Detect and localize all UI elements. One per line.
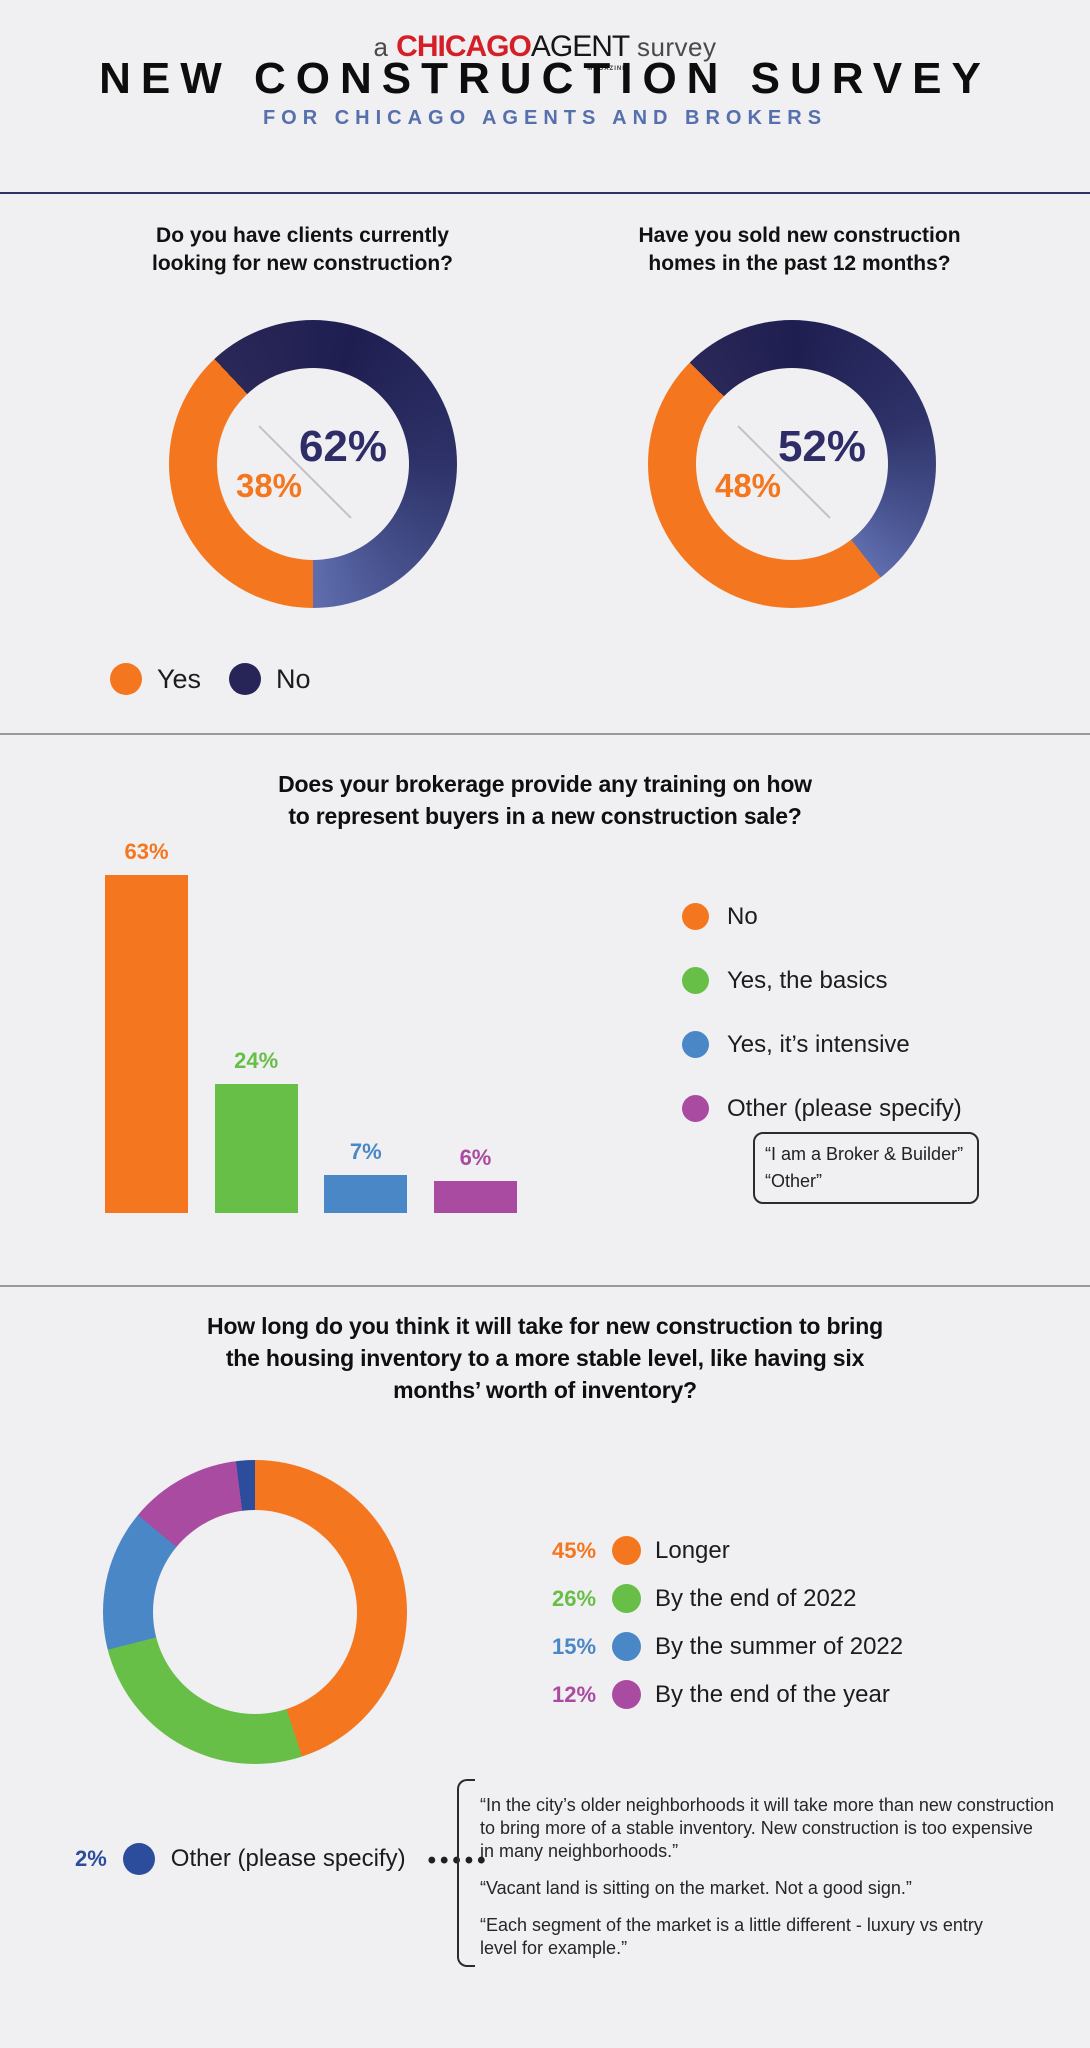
legend-pct: 45% — [552, 1537, 597, 1563]
legend-label: By the summer of 2022 — [655, 1632, 904, 1660]
legend-item-no: No — [229, 663, 311, 695]
no-legend-label: No — [276, 663, 311, 694]
basics-legend-dot — [682, 967, 709, 994]
no-legend-dot — [682, 903, 709, 930]
other-responses-box: “I am a Broker & Builder” “Other” — [753, 1132, 979, 1204]
legend-item-intensive: Yes, it’s intensive — [682, 1031, 962, 1058]
dotted-leader: ••••• — [427, 1847, 490, 1874]
legend-label: No — [727, 902, 758, 930]
bar-group-basics: 24% — [214, 1048, 298, 1213]
header-divider — [0, 192, 1090, 194]
logo-suffix: survey — [636, 32, 717, 62]
logo-chicago: CHICAGO — [396, 30, 532, 63]
legend-item-yes: Yes — [110, 663, 201, 695]
legend-pct: 15% — [552, 1633, 597, 1659]
quote-other: “Other” — [765, 1171, 823, 1191]
quote-vacant-land: “Vacant land is sitting on the market. N… — [480, 1878, 912, 1899]
legend-label: Other (please specify) — [727, 1094, 962, 1122]
summer-2022-legend-dot — [612, 1632, 641, 1661]
yes-legend-label: Yes — [157, 663, 202, 694]
other-response-quotes: “In the city’s older neighborhoods it wi… — [480, 1794, 1080, 1960]
donut-hole — [153, 1510, 357, 1714]
donut-yes-value: 38% — [235, 467, 303, 504]
section-divider — [0, 1285, 1090, 1287]
end-2022-legend-dot — [612, 1584, 641, 1613]
logo-magazine-sub: MAGAZINE — [587, 66, 628, 72]
legend-item-longer: 45% Longer — [552, 1536, 903, 1565]
bar-value-label: 24% — [234, 1048, 279, 1073]
quote-neighborhoods: “In the city’s older neighborhoods it wi… — [480, 1795, 1054, 1862]
logo-prefix: a — [373, 32, 389, 62]
donut-hole — [696, 368, 888, 560]
bar-group-other: 6% — [433, 1145, 517, 1213]
quote-broker-builder: “I am a Broker & Builder” — [765, 1144, 964, 1164]
legend-item-no: No — [682, 903, 962, 930]
end-of-year-legend-dot — [612, 1680, 641, 1709]
quotes-bracket — [457, 1779, 475, 1967]
legend-item-end-2022: 26% By the end of 2022 — [552, 1584, 903, 1613]
donut-chart-clients-looking: 62% 38% — [169, 320, 457, 608]
bar-value-label: 7% — [349, 1139, 382, 1164]
bar-intensive — [324, 1175, 408, 1213]
page-title: NEW CONSTRUCTION SURVEY — [99, 54, 991, 103]
donut-no-value: 52% — [777, 422, 867, 471]
training-bar-chart: 63% 24% 7% 6% — [105, 837, 517, 1213]
donut-chart-inventory-timeline — [103, 1460, 407, 1764]
legend-item-other: Other (please specify) — [682, 1095, 962, 1122]
legend-label: By the end of 2022 — [655, 1584, 857, 1612]
donut-chart-sold-homes: 52% 48% — [648, 320, 936, 608]
bar-no — [105, 875, 188, 1213]
donut-yes-value: 48% — [714, 467, 782, 504]
section-divider — [0, 733, 1090, 735]
other-pct: 2% — [75, 1846, 107, 1871]
question-brokerage-training: Does your brokerage provide any training… — [278, 771, 812, 830]
page-subtitle: FOR CHICAGO AGENTS AND BROKERS — [262, 107, 828, 129]
donut-hole — [217, 368, 409, 560]
yes-legend-dot — [110, 663, 142, 695]
bar-group-no: 63% — [105, 839, 188, 1213]
legend-label: Yes, it’s intensive — [727, 1030, 910, 1058]
logo-agent: AGENT MAGAZINE — [530, 30, 630, 72]
legend-label: By the end of the year — [655, 1680, 890, 1708]
other-label: Other (please specify) — [170, 1845, 406, 1872]
bar-group-intensive: 7% — [324, 1139, 408, 1213]
question-sold-homes: Have you sold new construction homes in … — [638, 224, 961, 276]
legend-pct: 12% — [552, 1681, 597, 1707]
legend-item-summer-2022: 15% By the summer of 2022 — [552, 1632, 903, 1661]
other-legend-dot — [682, 1095, 709, 1122]
bar-value-label: 6% — [459, 1145, 492, 1170]
bar-value-label: 63% — [124, 839, 169, 864]
legend-item-end-of-year: 12% By the end of the year — [552, 1680, 903, 1709]
legend-item-other-specify: 2% Other (please specify) ••••• — [75, 1842, 490, 1876]
bar-other — [433, 1181, 517, 1213]
training-legend: No Yes, the basics Yes, it’s intensive O… — [682, 903, 962, 1122]
legend-pct: 26% — [552, 1585, 597, 1611]
question-inventory-timeline: How long do you think it will take for n… — [207, 1313, 883, 1404]
question-clients-looking: Do you have clients currently looking fo… — [152, 224, 453, 276]
intensive-legend-dot — [682, 1031, 709, 1058]
legend-item-basics: Yes, the basics — [682, 967, 962, 994]
donut-no-value: 62% — [298, 422, 388, 471]
legend-label: Longer — [655, 1536, 730, 1564]
magazine-logo: a CHICAGOAGENT MAGAZINE survey — [0, 30, 1090, 72]
no-legend-dot — [229, 663, 262, 695]
bar-basics — [214, 1084, 298, 1213]
yes-no-legend: Yes No — [110, 663, 311, 695]
inventory-legend: 45% Longer 26% By the end of 2022 15% By… — [552, 1536, 903, 1709]
quote-market-segment: “Each segment of the market is a little … — [480, 1915, 983, 1959]
legend-label: Yes, the basics — [727, 966, 888, 994]
other-legend-dot — [122, 1843, 155, 1875]
longer-legend-dot — [612, 1536, 641, 1565]
